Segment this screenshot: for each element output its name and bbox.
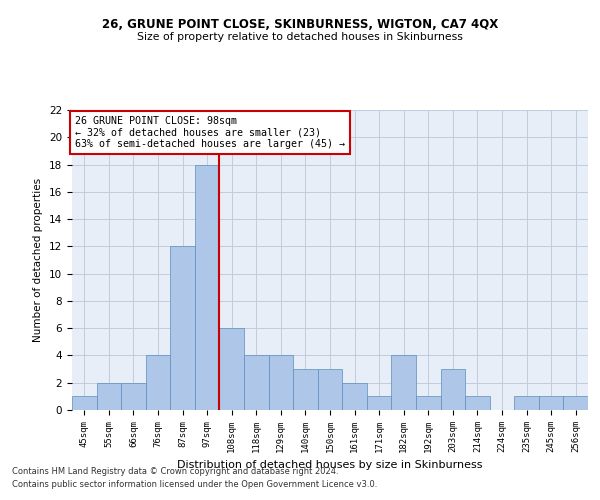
Bar <box>293 369 318 410</box>
Bar <box>514 396 539 410</box>
X-axis label: Distribution of detached houses by size in Skinburness: Distribution of detached houses by size … <box>177 460 483 470</box>
Bar <box>342 382 367 410</box>
Text: Contains public sector information licensed under the Open Government Licence v3: Contains public sector information licen… <box>12 480 377 489</box>
Text: 26, GRUNE POINT CLOSE, SKINBURNESS, WIGTON, CA7 4QX: 26, GRUNE POINT CLOSE, SKINBURNESS, WIGT… <box>102 18 498 30</box>
Bar <box>269 356 293 410</box>
Bar <box>72 396 97 410</box>
Bar <box>318 369 342 410</box>
Bar <box>121 382 146 410</box>
Bar <box>539 396 563 410</box>
Text: Contains HM Land Registry data © Crown copyright and database right 2024.: Contains HM Land Registry data © Crown c… <box>12 467 338 476</box>
Bar <box>440 369 465 410</box>
Bar <box>416 396 440 410</box>
Bar <box>244 356 269 410</box>
Bar <box>220 328 244 410</box>
Bar <box>97 382 121 410</box>
Bar <box>563 396 588 410</box>
Y-axis label: Number of detached properties: Number of detached properties <box>34 178 43 342</box>
Text: 26 GRUNE POINT CLOSE: 98sqm
← 32% of detached houses are smaller (23)
63% of sem: 26 GRUNE POINT CLOSE: 98sqm ← 32% of det… <box>74 116 344 149</box>
Text: Size of property relative to detached houses in Skinburness: Size of property relative to detached ho… <box>137 32 463 42</box>
Bar <box>146 356 170 410</box>
Bar <box>195 164 220 410</box>
Bar <box>367 396 391 410</box>
Bar <box>170 246 195 410</box>
Bar <box>465 396 490 410</box>
Bar <box>391 356 416 410</box>
